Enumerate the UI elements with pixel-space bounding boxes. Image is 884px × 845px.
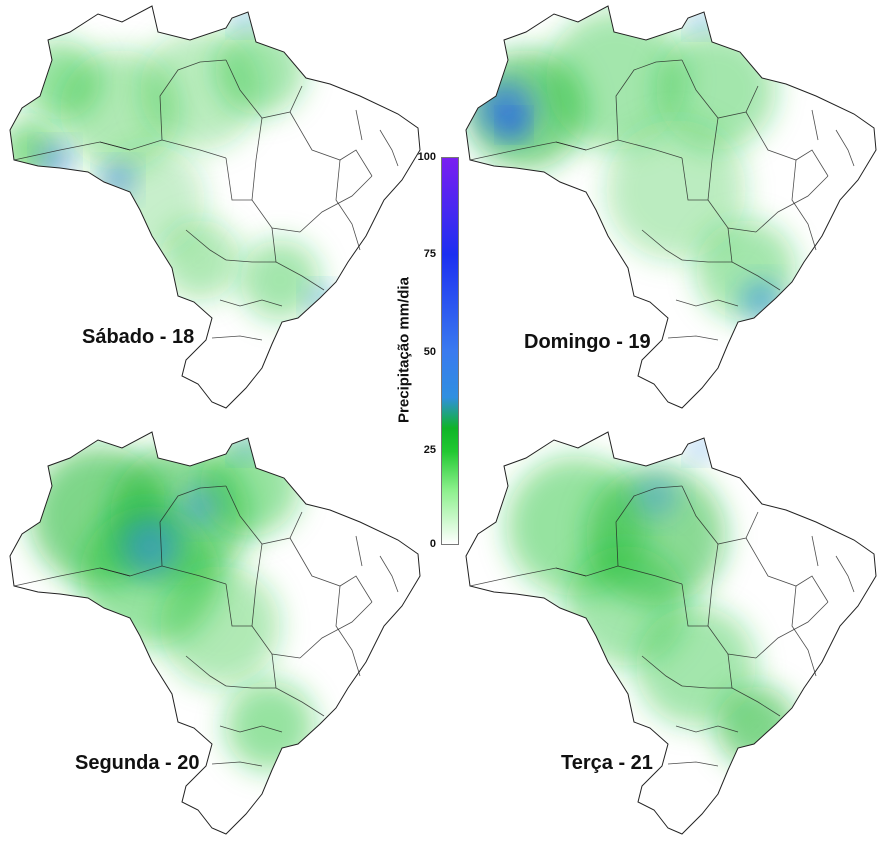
- rain-blob: [182, 488, 218, 524]
- rain-blob: [41, 146, 69, 174]
- state-border: [615, 59, 683, 141]
- rain-blob: [606, 120, 746, 260]
- state-border: [811, 535, 819, 567]
- map-panel-domingo: Domingo - 19: [456, 0, 884, 410]
- state-border: [299, 175, 373, 233]
- rain-blob: [308, 288, 332, 312]
- country-outline: [465, 5, 877, 409]
- state-border: [675, 725, 739, 733]
- rain-blob: [104, 166, 132, 194]
- panel-title-terca: Terça - 21: [561, 752, 653, 774]
- state-border: [755, 175, 829, 233]
- state-border: [159, 485, 227, 567]
- precipitation-field: [506, 438, 796, 766]
- rain-blob: [120, 516, 180, 576]
- panel-title-segunda: Segunda - 20: [75, 752, 200, 774]
- state-border: [225, 157, 252, 201]
- state-border: [185, 655, 227, 687]
- state-border: [271, 227, 325, 291]
- colorbar-label: Precipitação mm/dia: [395, 277, 413, 423]
- map-panel-terca: Terça - 21: [456, 426, 884, 836]
- state-border: [791, 585, 817, 677]
- state-border: [211, 335, 263, 341]
- panel-title-sabado: Sábado - 18: [82, 326, 195, 348]
- state-border: [675, 299, 739, 307]
- brazil-map-sabado: [9, 5, 421, 409]
- map-panel-segunda: Segunda - 20: [0, 426, 430, 836]
- state-border: [835, 129, 855, 167]
- state-border: [681, 157, 708, 201]
- rain-blob: [160, 566, 280, 686]
- state-border: [219, 299, 283, 307]
- state-border: [835, 555, 855, 593]
- colorbar-tick-100: 100: [417, 151, 436, 163]
- state-border: [219, 725, 283, 733]
- state-border: [271, 653, 325, 717]
- rain-blob: [691, 438, 711, 458]
- state-border: [641, 655, 683, 687]
- state-border: [641, 229, 683, 261]
- state-border: [355, 535, 363, 567]
- state-border: [667, 335, 719, 341]
- state-border: [791, 159, 817, 251]
- colorbar-tick-0: 0: [429, 538, 436, 550]
- state-border: [379, 555, 399, 593]
- rain-blob: [546, 10, 686, 150]
- colorbar-tick-50: 50: [423, 346, 436, 358]
- precipitation-field: [466, 10, 796, 320]
- country-outline: [9, 431, 421, 835]
- state-border: [755, 601, 829, 659]
- state-border: [355, 109, 363, 141]
- state-border: [681, 685, 732, 689]
- rain-blob: [656, 30, 776, 150]
- rain-blob: [691, 12, 711, 32]
- rain-blob: [504, 115, 524, 135]
- country-outline: [465, 431, 877, 835]
- state-border: [225, 259, 276, 263]
- rain-blob: [215, 25, 305, 115]
- state-border: [379, 129, 399, 167]
- state-border: [681, 259, 732, 263]
- state-border: [727, 653, 781, 717]
- state-border: [727, 227, 781, 291]
- rain-blob: [160, 220, 240, 300]
- state-border: [335, 585, 361, 677]
- state-border: [299, 601, 373, 659]
- rain-blob: [716, 686, 796, 766]
- precipitation-colorbar: [441, 157, 459, 545]
- state-border: [811, 109, 819, 141]
- state-border: [159, 59, 227, 141]
- rain-blob: [225, 681, 315, 771]
- brazil-map-segunda: [9, 431, 421, 835]
- state-border: [335, 159, 361, 251]
- colorbar-tick-75: 75: [423, 248, 436, 260]
- state-border: [615, 485, 683, 567]
- colorbar-tick-25: 25: [423, 444, 436, 456]
- state-border: [211, 761, 263, 767]
- rain-blob: [240, 240, 320, 320]
- rain-blob: [235, 438, 255, 458]
- precipitation-field: [30, 436, 315, 771]
- rain-blob: [636, 476, 676, 516]
- state-border: [225, 583, 252, 627]
- state-border: [225, 685, 276, 689]
- country-outline: [9, 5, 421, 409]
- rain-blob: [636, 606, 756, 726]
- panel-title-domingo: Domingo - 19: [524, 331, 651, 353]
- state-border: [185, 229, 227, 261]
- state-border: [681, 583, 708, 627]
- state-border: [667, 761, 719, 767]
- map-panel-sabado: Sábado - 18: [0, 0, 430, 410]
- brazil-map-domingo: [465, 5, 877, 409]
- brazil-map-terca: [465, 431, 877, 835]
